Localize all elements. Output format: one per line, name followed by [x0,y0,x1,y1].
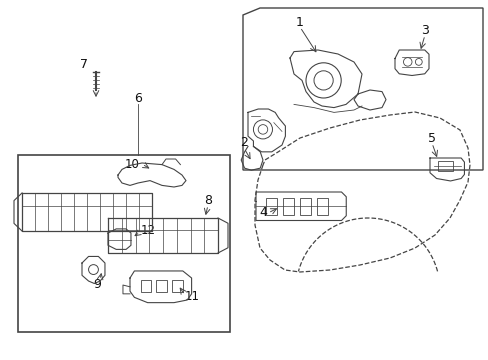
Text: 3: 3 [420,23,428,36]
Bar [18,155,229,332]
Bar [299,198,310,215]
Text: 11: 11 [184,291,199,303]
Text: 1: 1 [295,15,304,28]
Text: 2: 2 [240,136,247,149]
Bar [282,198,293,215]
Bar [156,280,166,292]
Text: 9: 9 [93,279,101,292]
Text: 12: 12 [140,224,155,237]
Bar [316,198,327,215]
Bar [265,198,276,215]
Bar [140,280,151,292]
Text: 10: 10 [124,158,139,171]
Text: 6: 6 [134,91,142,104]
Text: 5: 5 [427,131,435,144]
Bar [437,161,452,171]
Bar [172,280,183,292]
Text: 7: 7 [80,58,88,72]
Text: 8: 8 [203,194,212,207]
Text: 4: 4 [259,207,266,220]
